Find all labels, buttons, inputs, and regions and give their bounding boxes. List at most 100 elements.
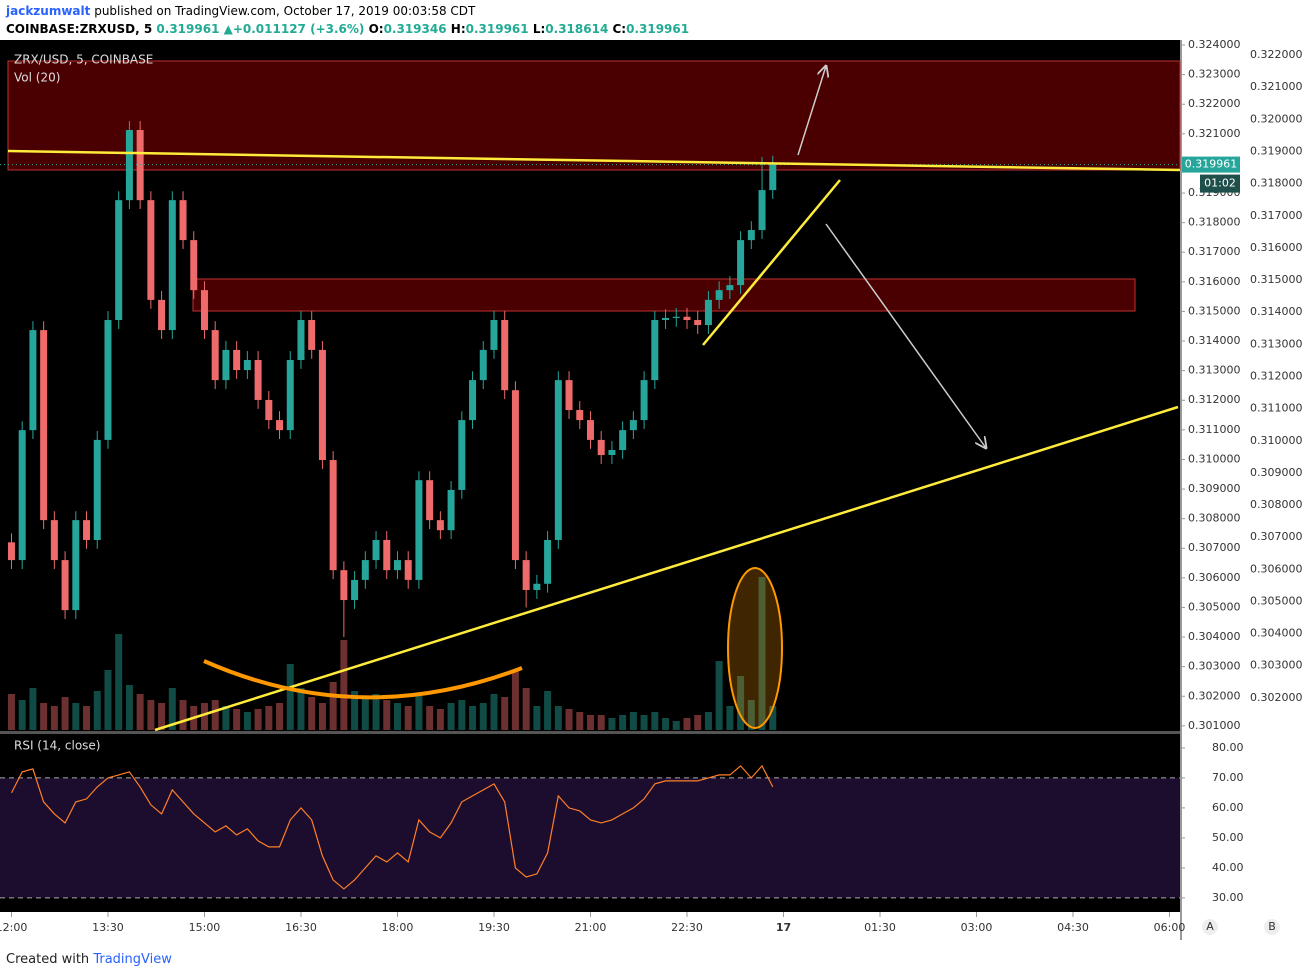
y2-tick-label: 0.305000 xyxy=(1250,594,1303,607)
rsi-tick-label: 50.00 xyxy=(1212,831,1244,844)
last-price-box xyxy=(1182,156,1240,173)
candle-body xyxy=(597,439,605,456)
candle-body xyxy=(447,489,455,531)
candle-body xyxy=(576,410,584,421)
candle-body xyxy=(694,320,702,326)
volume-bar xyxy=(318,703,326,730)
trend-line xyxy=(702,179,841,346)
volume-bar xyxy=(554,706,562,730)
volume-bar xyxy=(426,706,434,730)
volume-bar xyxy=(479,703,487,730)
y2-tick-label: 0.318000 xyxy=(1250,177,1303,190)
volume-bar xyxy=(61,697,69,730)
candle-body xyxy=(372,539,380,561)
volume-bar xyxy=(29,688,37,730)
x-tick-label: 22:30 xyxy=(671,921,703,934)
volume-bar xyxy=(329,682,337,730)
candle-body xyxy=(93,439,101,540)
candle-body xyxy=(297,320,305,360)
candle-body xyxy=(104,320,112,440)
volume-bar xyxy=(200,703,208,730)
footer: Created with TradingView xyxy=(6,952,172,967)
marks xyxy=(0,121,1180,899)
countdown: 01:02 xyxy=(1204,177,1236,190)
y2-tick-label: 0.310000 xyxy=(1250,434,1303,447)
y2-tick-label: 0.313000 xyxy=(1250,337,1303,350)
volume-bar xyxy=(565,709,573,730)
candle-body xyxy=(415,480,423,580)
candle-body xyxy=(619,430,627,450)
candle-body xyxy=(265,399,273,421)
volume-bar xyxy=(72,703,80,730)
volume-bar xyxy=(222,706,230,730)
ohlc-line: COINBASE:ZRXUSD, 5 0.319961 ▲+0.011127 (… xyxy=(6,22,689,36)
scale-button[interactable] xyxy=(1202,919,1218,935)
candle-body xyxy=(651,320,659,381)
volume-bar xyxy=(393,703,401,730)
brand[interactable]: TradingView xyxy=(93,952,172,967)
up-arrow: ▲ xyxy=(223,22,233,36)
y2-tick-label: 0.304000 xyxy=(1250,627,1303,640)
o-label: O: xyxy=(368,22,384,36)
candle-body xyxy=(190,240,198,291)
candle-body xyxy=(737,240,745,286)
volume-bar xyxy=(469,706,477,730)
author[interactable]: jackzumwalt xyxy=(6,4,91,18)
scale-a[interactable]: A xyxy=(1206,920,1214,933)
volume-bar xyxy=(211,700,219,730)
candle-body xyxy=(276,420,284,431)
y-tick-label: 0.310000 xyxy=(1188,452,1241,465)
x-tick-label: 21:00 xyxy=(575,921,607,934)
plot-bg xyxy=(0,40,1180,912)
candle-body xyxy=(351,579,359,601)
candle-body xyxy=(393,560,401,571)
l-label: L: xyxy=(532,22,546,36)
volume-bar xyxy=(404,706,412,730)
resistance-zone xyxy=(192,278,1136,312)
scale-b[interactable]: B xyxy=(1268,920,1276,933)
candle-body xyxy=(200,290,208,331)
candle-body xyxy=(769,164,777,191)
y-tick-label: 0.314000 xyxy=(1188,334,1241,347)
volume-bar xyxy=(490,694,498,730)
candle-body xyxy=(318,349,326,461)
candle-body xyxy=(286,359,294,431)
pane-separator xyxy=(0,731,1180,734)
x-tick-label: 18:00 xyxy=(382,921,414,934)
y-tick-label: 0.303000 xyxy=(1188,660,1241,673)
volume-bar xyxy=(340,640,348,730)
candle-body xyxy=(168,200,176,331)
volume-bar xyxy=(683,718,691,730)
volume-bar xyxy=(501,697,509,730)
volume-bar xyxy=(50,706,58,730)
rsi-tick-label: 60.00 xyxy=(1212,801,1244,814)
volume-bar xyxy=(286,664,294,730)
scale-button[interactable] xyxy=(1264,919,1280,935)
rsi-tick-label: 70.00 xyxy=(1212,771,1244,784)
x-tick-label: 17 xyxy=(776,921,791,934)
candle-body xyxy=(233,349,241,371)
candle-body xyxy=(554,380,562,540)
volume-bar xyxy=(415,694,423,730)
c-label: C: xyxy=(612,22,627,36)
volume-ellipse xyxy=(727,567,783,729)
volume-bar xyxy=(93,691,101,730)
volume-bar xyxy=(704,712,712,730)
y-tick-label: 0.316000 xyxy=(1188,275,1241,288)
candle-body xyxy=(308,320,316,350)
volume-bar xyxy=(136,694,144,730)
candle-body xyxy=(29,330,37,431)
candle-body xyxy=(254,359,262,400)
y-tick-label: 0.305000 xyxy=(1188,600,1241,613)
h-value: 0.319961 xyxy=(465,22,529,36)
volume-bar xyxy=(361,697,369,730)
volume-bar xyxy=(125,685,133,730)
candle-body xyxy=(7,542,15,561)
candle-body xyxy=(758,190,766,231)
arrow xyxy=(825,223,986,448)
volume-bar xyxy=(233,709,241,730)
volume-bar xyxy=(308,697,316,730)
x-tick-label: 19:30 xyxy=(478,921,510,934)
volume-bar xyxy=(651,712,659,730)
supply-zone xyxy=(7,60,1181,171)
